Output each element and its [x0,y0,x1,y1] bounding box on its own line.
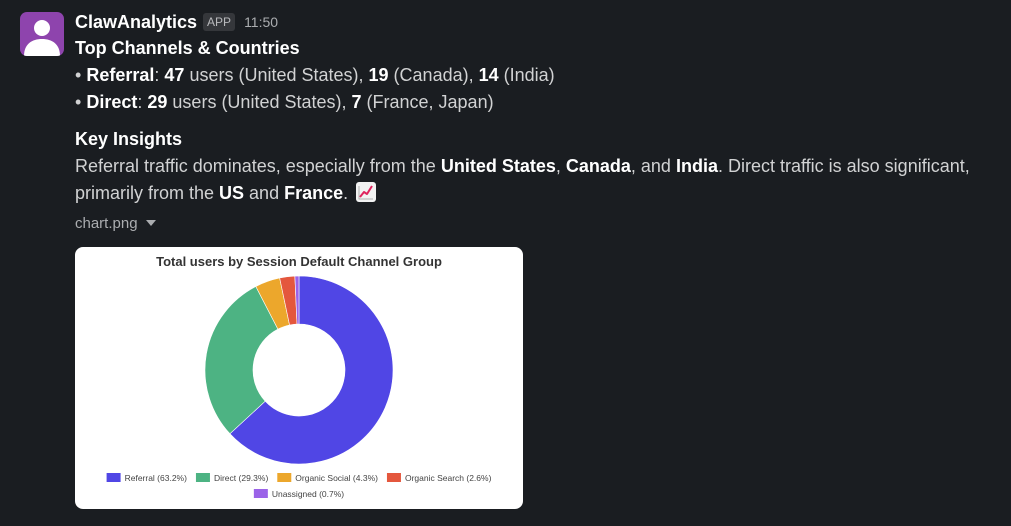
chart-title: Total users by Session Default Channel G… [156,254,442,269]
timestamp[interactable]: 11:50 [244,14,279,30]
message: ClawAnalytics APP 11:50 Top Channels & C… [75,10,991,234]
legend-label-4: Unassigned (0.7%) [272,489,344,499]
legend-swatch-1 [195,473,210,482]
slice-1 [204,286,279,435]
bullet-direct: • Direct: 29 users (United States), 7 (F… [75,92,494,112]
legend-swatch-4 [253,489,268,498]
caret-down-icon[interactable] [145,220,156,226]
section-heading: Top Channels & Countries [75,38,300,58]
message-header: ClawAnalytics APP 11:50 [75,10,991,34]
slice-4 [294,275,300,325]
app-badge: APP [203,13,236,31]
legend-label-3: Organic Search (2.6%) [405,473,492,483]
legend-label-2: Organic Social (4.3%) [295,473,378,483]
attachment-filename[interactable]: chart.png [75,214,138,232]
chart-slices [204,275,394,465]
bullet-referral: • Referral: 47 users (United States), 19… [75,65,555,85]
slice-0 [229,275,394,465]
donut-chart: Total users by Session Default Channel G… [106,254,492,499]
chart-image[interactable]: Total users by Session Default Channel G… [75,247,523,509]
legend-label-0: Referral (63.2%) [125,473,188,483]
sender-name[interactable]: ClawAnalytics [75,11,198,32]
legend-swatch-3 [386,473,401,482]
legend-label-1: Direct (29.3%) [214,473,268,483]
bot-avatar[interactable] [20,12,64,56]
chart-legend: Referral (63.2%) Direct (29.3%) Organic So… [106,473,492,499]
insights-heading: Key Insights [75,129,183,149]
insights-paragraph: Referral traffic dominates, especially f… [75,156,970,203]
legend-swatch-2 [277,473,292,482]
user-silhouette-icon [24,20,60,56]
legend-swatch-0 [106,473,121,482]
attachment-header[interactable]: chart.png [75,212,991,234]
chart-increasing-icon [356,182,377,202]
